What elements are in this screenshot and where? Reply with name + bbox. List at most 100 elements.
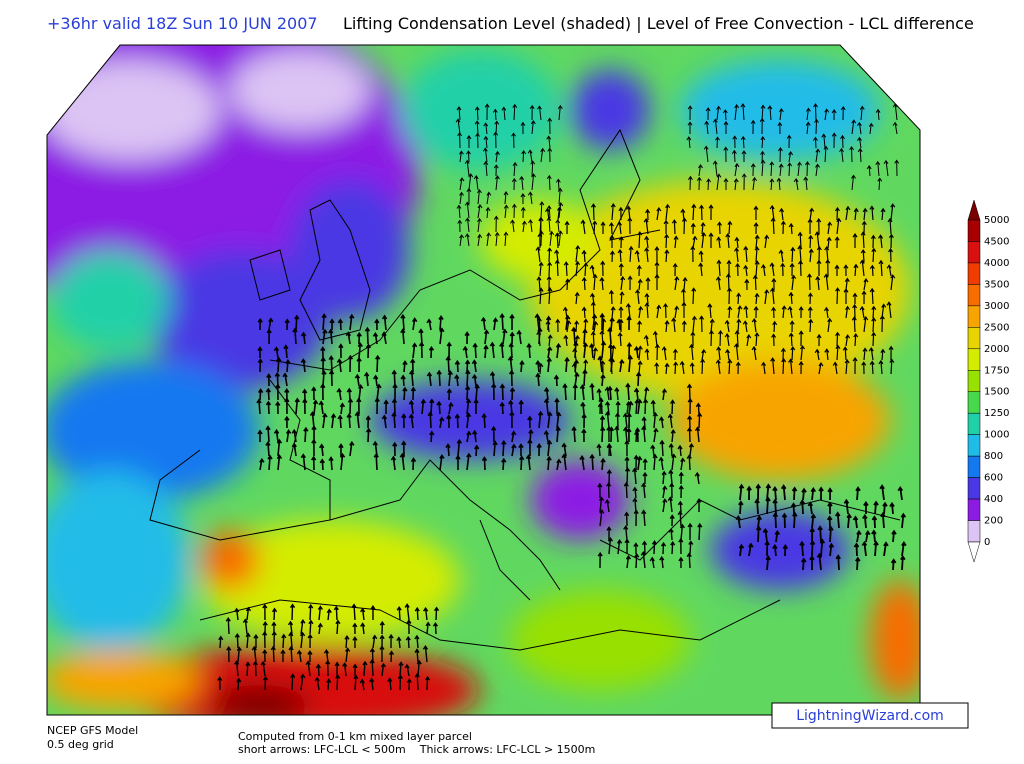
arrow [844, 277, 850, 291]
arrow [604, 400, 611, 415]
arrow [325, 659, 331, 677]
colorbar-label: 2500 [984, 322, 1009, 333]
arrow [791, 274, 797, 291]
arrow [489, 341, 495, 359]
arrow [780, 347, 786, 361]
arrow [546, 356, 552, 373]
arrow [557, 104, 563, 121]
arrow [610, 306, 616, 319]
arrow [236, 677, 242, 691]
arrow [485, 206, 491, 219]
arrow [701, 232, 707, 249]
arrow [356, 331, 362, 345]
arrow [842, 346, 848, 361]
arrow [414, 648, 420, 663]
arrow [671, 453, 677, 471]
arrow [530, 120, 536, 135]
arrow [746, 333, 752, 347]
arrow [712, 118, 718, 135]
arrow [892, 121, 898, 135]
arrow [697, 412, 703, 429]
arrow [511, 430, 517, 443]
arrow [771, 277, 777, 291]
credit-link[interactable]: LightningWizard.com [796, 708, 944, 724]
arrow [659, 439, 665, 457]
arrow [723, 120, 729, 135]
arrow [424, 675, 431, 691]
arrow [859, 305, 865, 319]
arrow [374, 318, 380, 331]
arrow [527, 438, 533, 457]
arrow [643, 398, 649, 415]
arrow [725, 273, 731, 291]
arrow [616, 539, 623, 555]
arrow [790, 502, 797, 515]
arrow [410, 457, 417, 471]
arrow [633, 387, 640, 401]
arrow [746, 485, 752, 501]
arrow [294, 397, 300, 415]
arrow [781, 357, 787, 375]
arrow [471, 373, 478, 387]
arrow [492, 108, 498, 121]
arrow [834, 236, 840, 249]
arrow [358, 384, 364, 401]
arrow [307, 650, 313, 663]
arrow [464, 159, 470, 177]
arrow [391, 398, 398, 415]
arrow [600, 260, 606, 277]
arrow [400, 328, 406, 345]
colorbar-band [967, 348, 981, 371]
colorbar-label: 600 [984, 473, 1003, 484]
arrow [816, 245, 822, 263]
arrow [555, 219, 561, 233]
arrow [480, 316, 487, 331]
arrow [245, 606, 252, 621]
arrow [871, 529, 877, 543]
arrow [886, 264, 892, 277]
valid-time: +36hr valid 18Z Sun 10 JUN 2007 [47, 14, 318, 33]
arrow [708, 204, 714, 221]
arrow [883, 541, 889, 557]
arrow [805, 121, 811, 135]
arrow [640, 551, 646, 569]
arrow [686, 454, 692, 471]
arrow [808, 318, 814, 333]
arrow [305, 660, 311, 677]
arrow [609, 316, 615, 331]
arrow [608, 357, 614, 375]
arrow [582, 342, 589, 359]
arrow [824, 348, 830, 361]
arrow [778, 163, 784, 177]
arrow [312, 399, 319, 415]
arrow [813, 103, 818, 121]
colorbar-bottom-arrow [967, 541, 981, 563]
arrow [652, 411, 658, 429]
arrow [546, 455, 552, 471]
arrow [265, 440, 271, 457]
arrow [574, 334, 580, 347]
arrow [696, 497, 702, 513]
arrow [353, 674, 359, 691]
arrow [844, 358, 850, 375]
arrow [633, 345, 640, 359]
arrow [774, 529, 781, 543]
arrow [843, 288, 849, 305]
arrow [354, 411, 361, 429]
arrow [518, 443, 524, 457]
arrow [827, 221, 833, 235]
colorbar-label: 0 [984, 537, 990, 548]
arrow [493, 131, 499, 149]
arrow [615, 400, 621, 415]
arrow [464, 385, 471, 401]
arrow [318, 400, 324, 415]
arrow [234, 633, 240, 649]
arrow [667, 413, 673, 429]
colorbar-label: 1750 [984, 365, 1009, 376]
arrow [501, 439, 507, 457]
arrow [593, 320, 599, 333]
arrow [590, 301, 596, 319]
arrow [457, 131, 463, 149]
arrow [788, 291, 794, 305]
arrow [608, 221, 614, 235]
